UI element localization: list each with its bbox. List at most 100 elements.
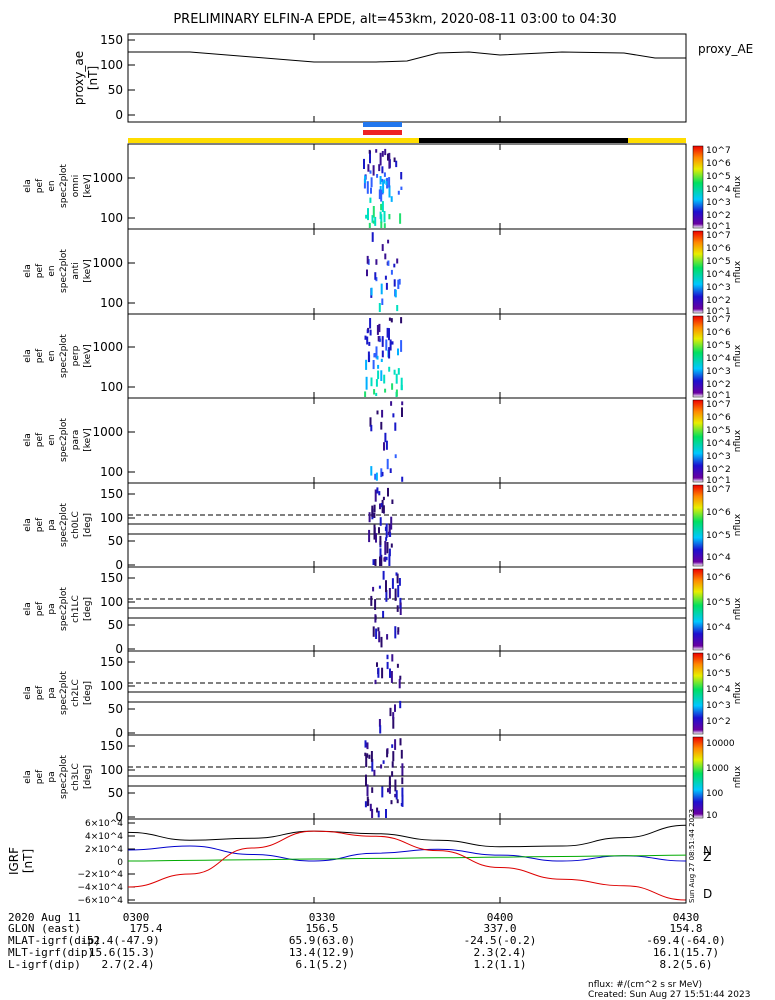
colorbar-tick: 10^5 <box>706 426 731 436</box>
ytick-label: 0 <box>115 558 123 572</box>
spectrogram-pixel <box>397 190 400 195</box>
spectrogram-pixel <box>380 636 383 648</box>
spectrogram-pixel <box>394 422 397 431</box>
spectrogram-pixel <box>366 181 369 194</box>
spectrogram-pixel <box>365 359 368 370</box>
spectrogram-pixel <box>380 554 383 566</box>
ytick-label: 100 <box>100 465 123 479</box>
spectrogram-pixel <box>388 317 391 321</box>
spectrogram-pixel <box>371 232 374 242</box>
spectrogram-pixel <box>382 570 385 580</box>
row-label: MLAT-igrf(dip) <box>8 934 101 947</box>
spectrogram-pixel <box>385 590 388 602</box>
colorbar-tick: 10^5 <box>706 669 731 679</box>
spectrogram-pixel <box>380 764 383 769</box>
row-value: 1.2(1.1) <box>474 958 527 971</box>
energy-spectrogram-perp: 1000 100 ela pef en spec2plot perp [keV] <box>23 313 687 399</box>
spectrogram-pixel <box>388 347 391 359</box>
spectrogram-pixel <box>397 279 400 289</box>
ylabel: ela <box>23 518 33 532</box>
spectrogram-pixel <box>401 763 404 776</box>
spectrogram-pixel <box>381 786 384 798</box>
colorbar <box>692 736 704 819</box>
spectrogram-pixel <box>384 275 387 280</box>
spectrogram-pixel <box>397 348 399 356</box>
science-zone-blue-bar <box>363 122 402 127</box>
spectrogram-pixel <box>400 803 403 806</box>
spectrogram-pixel <box>384 253 387 260</box>
spectrogram-pixel <box>396 573 399 584</box>
spectrogram-pixel <box>388 152 391 161</box>
spectrogram-pixel <box>385 580 387 593</box>
colorbar-tick: 10^6 <box>706 159 731 169</box>
spectrogram-pixel <box>387 487 389 497</box>
spectrogram-pixel <box>368 512 371 523</box>
colorbar-label: nflux <box>733 597 743 620</box>
spectrogram-pixel <box>378 164 381 172</box>
spectrogram-pixel <box>399 738 402 746</box>
spectrogram-pixel <box>394 289 397 298</box>
spectrogram-pixel <box>364 175 367 184</box>
colorbar-tick: 10^3 <box>706 198 731 208</box>
spectrogram-pixel <box>401 794 404 807</box>
spectrogram-pixel <box>373 769 376 776</box>
spectrogram-pixel <box>390 401 393 406</box>
igrf-series-line <box>127 854 687 862</box>
spectrogram-pixel <box>377 370 380 380</box>
ylabel: pef <box>35 685 45 700</box>
spectrogram-pixel <box>388 158 391 169</box>
row-value: -52.4(-47.9) <box>80 934 159 947</box>
row-value: 8.2(5.6) <box>660 958 713 971</box>
spectrogram-pixel <box>388 588 391 599</box>
spectrogram-pixel <box>396 258 399 264</box>
spectrogram-pixel <box>400 384 403 391</box>
spectrogram-pixel <box>368 149 371 154</box>
ylabel: ch1LC <box>71 595 81 623</box>
spectrogram-pixel <box>388 328 390 341</box>
figure-title: PRELIMINARY ELFIN-A EPDE, alt=453km, 202… <box>173 12 616 27</box>
spectrogram-pixel <box>397 368 400 375</box>
spectrogram-pixel <box>381 244 384 251</box>
ylabel: ela <box>23 433 33 447</box>
ylabel: spec2plot <box>59 671 69 715</box>
spectrogram-pixel <box>365 755 368 768</box>
flag-bars <box>128 122 686 143</box>
ylabel: perp <box>71 345 81 366</box>
spectrogram-pixel <box>389 532 392 537</box>
spectrogram-pixel <box>375 149 378 153</box>
ytick-label: 4×10^4 <box>85 832 123 842</box>
spectrogram-pixel <box>365 774 367 786</box>
spectrogram-pixel <box>367 351 370 363</box>
spectrogram-pixel <box>374 599 377 610</box>
spectrogram-pixel <box>370 187 372 194</box>
spectrogram-pixel <box>399 602 402 615</box>
ytick-label: 50 <box>108 786 123 800</box>
spectrogram-pixel <box>381 201 384 212</box>
spectrogram-pixel <box>400 749 403 759</box>
spectrogram-pixel <box>393 279 396 287</box>
colorbar-tick: 10^7 <box>706 485 731 495</box>
colorbar-tick: 10^5 <box>706 341 731 351</box>
spectrogram-pixel <box>378 303 381 312</box>
ytick-label: 100 <box>100 211 123 225</box>
colorbar-tick: 10^4 <box>706 439 731 449</box>
igrf-series-lines <box>127 824 687 901</box>
spectrogram-pixel <box>391 341 394 345</box>
spectrogram-pixel <box>400 172 403 180</box>
spectrogram-pixel <box>373 504 376 513</box>
sunlight-yellow-bar-right <box>628 138 686 143</box>
spectrogram-pixel <box>377 667 380 678</box>
colorbar-tick: 10^2 <box>706 717 731 727</box>
ylabel: spec2plot <box>59 587 69 631</box>
spectrogram-pixel <box>381 178 384 182</box>
spectrogram-pixel <box>391 744 394 748</box>
ylabel: ela <box>23 179 33 193</box>
spectrogram-pixel <box>394 626 397 639</box>
spectrogram-pixel <box>367 208 369 221</box>
row-label: L-igrf(dip) <box>8 958 81 971</box>
spectrogram-pixel <box>386 542 389 554</box>
spectrogram-pixel <box>371 215 374 223</box>
spectrogram-pixel <box>370 377 373 387</box>
spectrogram-pixel <box>378 491 381 496</box>
spectrogram-pixel <box>382 496 385 501</box>
